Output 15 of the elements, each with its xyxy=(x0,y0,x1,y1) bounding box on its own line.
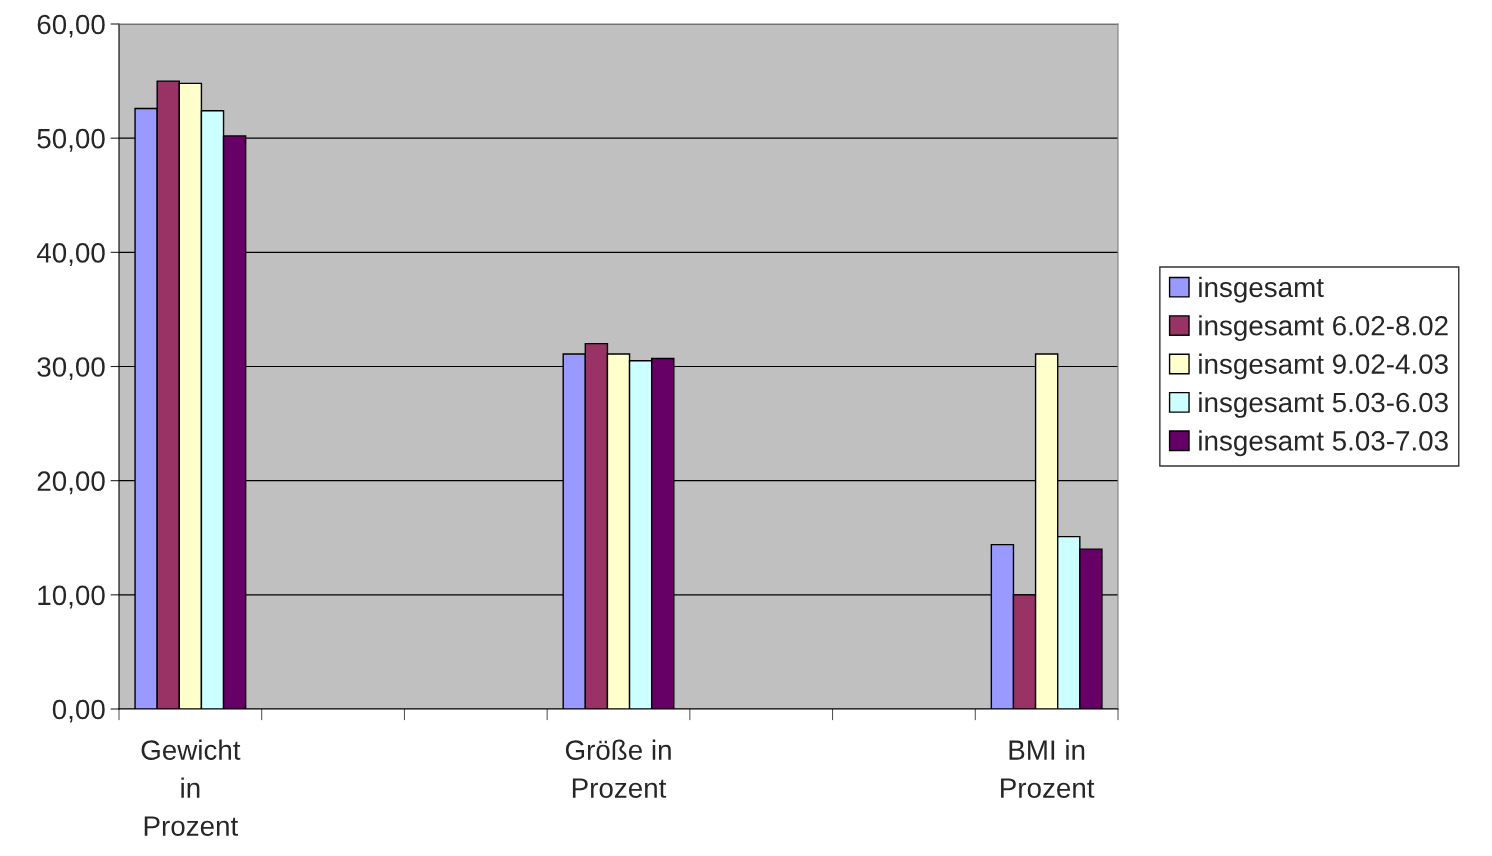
legend-label: insgesamt xyxy=(1199,276,1324,303)
legend-label: insgesamt 5.03-6.03 xyxy=(1199,391,1448,418)
x-tick-label: Gewicht in Prozent xyxy=(141,739,241,836)
x-tick-label: Größe in Prozent xyxy=(565,739,671,798)
y-tick-label: 60,00 xyxy=(37,14,105,38)
y-tick-label: 20,00 xyxy=(37,471,105,495)
y-tick-label: 40,00 xyxy=(36,243,105,266)
x-tick-label: BMI in Prozent xyxy=(1001,739,1095,798)
y-tick-label: 30,00 xyxy=(37,357,105,381)
y-tick-label: 50,00 xyxy=(37,128,105,152)
legend-label: insgesamt 6.02-8.02 xyxy=(1199,315,1448,342)
legend-label: insgesamt 9.02-4.03 xyxy=(1199,353,1448,380)
y-tick-label: 10,00 xyxy=(38,585,105,609)
legend-label: insgesamt 5.03-7.03 xyxy=(1199,430,1448,457)
y-tick-label: 0,00 xyxy=(52,699,105,723)
